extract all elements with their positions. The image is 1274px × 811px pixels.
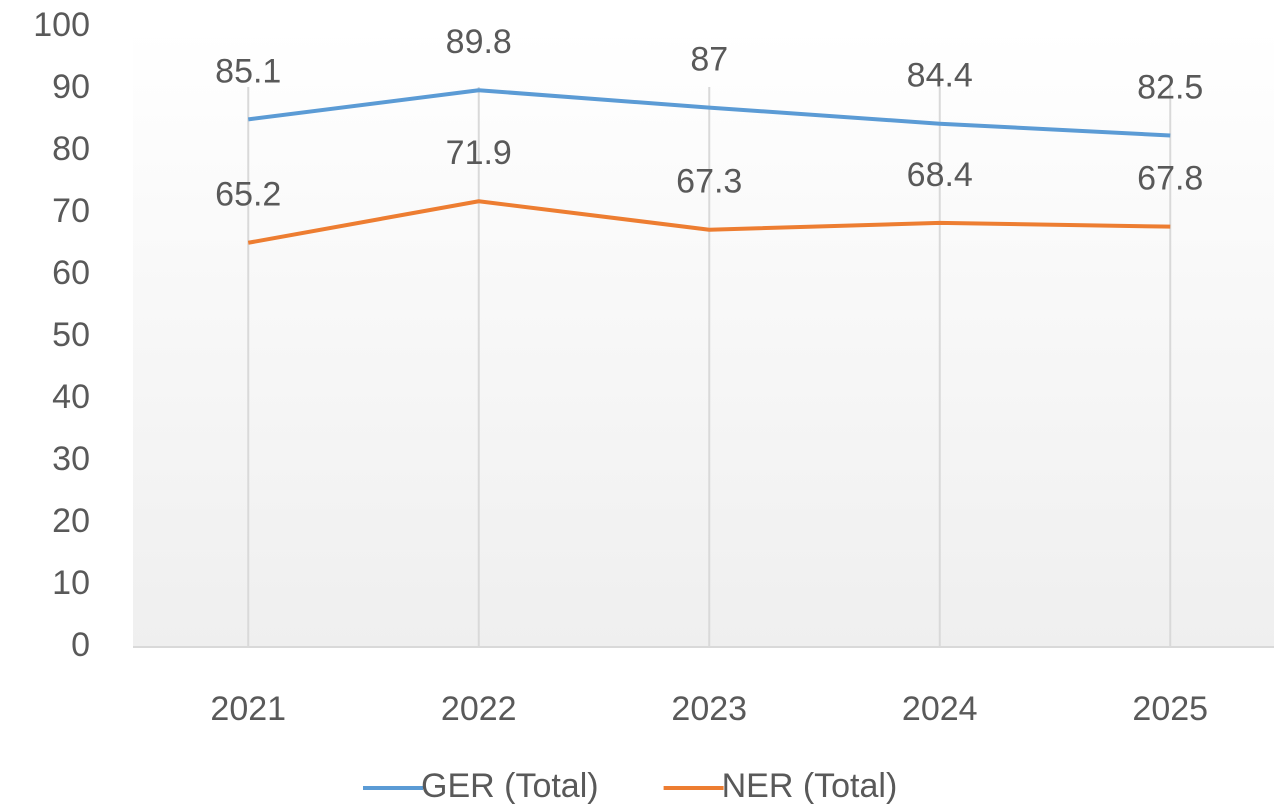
data-label: 68.4 (907, 156, 973, 194)
data-label: 87 (690, 41, 728, 79)
y-tick-label: 90 (52, 68, 90, 106)
series-line (247, 199, 1171, 245)
data-label: 85.1 (215, 52, 281, 90)
y-tick-label: 100 (33, 6, 90, 44)
data-label: 65.2 (215, 176, 281, 214)
x-tick-label: 2025 (1132, 690, 1208, 728)
plot-area (133, 27, 1274, 647)
legend-label: NER (Total) (722, 767, 898, 805)
y-tick-label: 0 (71, 626, 90, 664)
y-tick-label: 50 (52, 316, 90, 354)
y-tick-label: 40 (52, 378, 90, 416)
y-tick-label: 20 (52, 502, 90, 540)
x-tick-label: 2022 (441, 690, 517, 728)
data-label: 84.4 (907, 57, 973, 95)
data-label: 67.8 (1137, 160, 1203, 198)
y-tick-label: 60 (52, 254, 90, 292)
y-tick-label: 70 (52, 192, 90, 230)
legend-label: GER (Total) (421, 767, 599, 805)
data-label: 82.5 (1137, 68, 1203, 106)
y-tick-label: 30 (52, 440, 90, 478)
data-label: 71.9 (446, 134, 512, 172)
data-label: 89.8 (446, 23, 512, 61)
x-tick-label: 2024 (902, 690, 978, 728)
y-tick-label: 10 (52, 564, 90, 602)
y-tick-label: 80 (52, 130, 90, 168)
x-tick-label: 2021 (210, 690, 286, 728)
x-tick-label: 2023 (671, 690, 747, 728)
data-label: 67.3 (676, 163, 742, 201)
series-line (247, 88, 1171, 138)
